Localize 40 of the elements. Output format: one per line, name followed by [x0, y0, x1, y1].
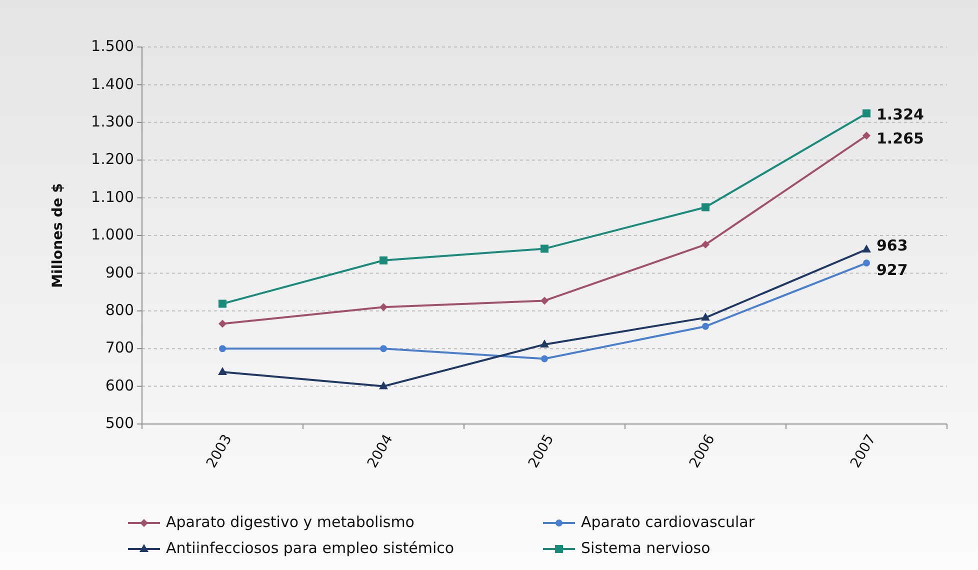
- point: [380, 345, 387, 352]
- data-label: 963: [876, 236, 908, 255]
- legend-label: Aparato digestivo y metabolismo: [166, 513, 414, 532]
- point: [218, 320, 226, 328]
- point: [862, 132, 870, 140]
- point: [541, 355, 548, 362]
- point: [862, 244, 871, 252]
- point: [540, 296, 548, 305]
- y-tick-label: 1.500: [91, 37, 134, 56]
- point: [219, 345, 226, 352]
- point: [380, 256, 388, 264]
- data-label: 1.324: [876, 105, 924, 124]
- point: [218, 366, 227, 375]
- point: [540, 339, 549, 348]
- point: [380, 303, 388, 312]
- y-tick-label: 600: [105, 376, 134, 394]
- legend-label: Aparato cardiovascular: [581, 513, 756, 532]
- y-tick-label: 900: [105, 263, 134, 282]
- point: [702, 203, 710, 212]
- data-label: 1.265: [876, 130, 924, 148]
- y-axis-title: Millones de $: [50, 183, 66, 288]
- y-tick-label: 500: [105, 414, 134, 432]
- point: [702, 240, 710, 249]
- y-tick-label: 1.200: [91, 150, 134, 168]
- y-tick-label: 700: [105, 338, 134, 357]
- point: [701, 312, 710, 321]
- legend-label: Antiinfecciosos para empleo sistémico: [166, 539, 454, 558]
- point: [540, 244, 548, 253]
- point: [379, 381, 388, 390]
- point: [863, 260, 870, 267]
- y-tick-label: 1.400: [91, 74, 134, 93]
- point: [702, 322, 709, 330]
- point: [218, 300, 226, 308]
- point: [862, 109, 870, 118]
- legend-label: Sistema nervioso: [581, 539, 710, 558]
- y-tick-label: 1.000: [91, 226, 134, 244]
- y-tick-label: 800: [105, 300, 134, 320]
- data-label: 927: [876, 261, 908, 280]
- y-tick-label: 1.300: [91, 112, 134, 131]
- y-tick-label: 1.100: [91, 188, 134, 206]
